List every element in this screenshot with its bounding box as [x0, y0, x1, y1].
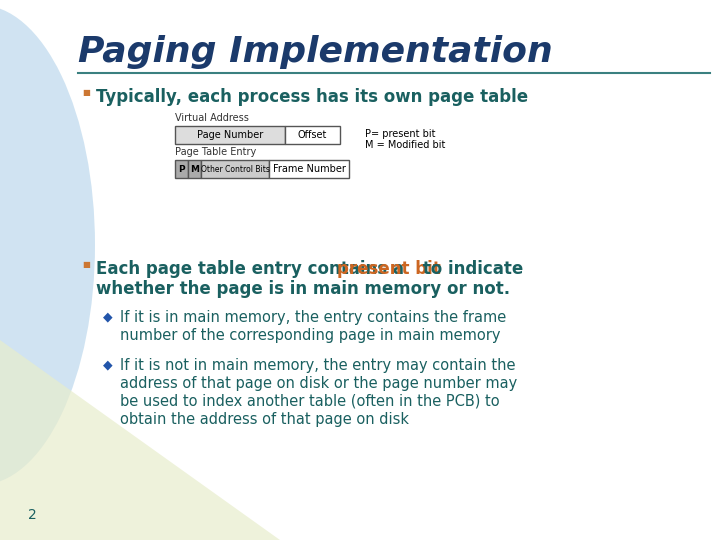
Ellipse shape — [0, 5, 95, 485]
Text: ◆: ◆ — [103, 310, 112, 323]
Text: to indicate: to indicate — [417, 260, 523, 278]
Text: If it is in main memory, the entry contains the frame: If it is in main memory, the entry conta… — [120, 310, 506, 325]
Text: obtain the address of that page on disk: obtain the address of that page on disk — [120, 412, 409, 427]
Text: If it is not in main memory, the entry may contain the: If it is not in main memory, the entry m… — [120, 358, 516, 373]
Text: Each page table entry contains a: Each page table entry contains a — [96, 260, 410, 278]
Text: present bit: present bit — [337, 260, 441, 278]
Text: ◆: ◆ — [103, 358, 112, 371]
Text: Page Table Entry: Page Table Entry — [175, 147, 256, 157]
Text: Page Number: Page Number — [197, 130, 263, 140]
Text: P= present bit: P= present bit — [365, 129, 436, 139]
Text: ■: ■ — [82, 260, 90, 269]
FancyBboxPatch shape — [285, 126, 340, 144]
Text: Virtual Address: Virtual Address — [175, 113, 249, 123]
Text: whether the page is in main memory or not.: whether the page is in main memory or no… — [96, 280, 510, 298]
FancyBboxPatch shape — [269, 160, 349, 178]
FancyBboxPatch shape — [175, 126, 285, 144]
Text: ■: ■ — [82, 88, 90, 97]
Text: Offset: Offset — [298, 130, 327, 140]
Text: be used to index another table (often in the PCB) to: be used to index another table (often in… — [120, 394, 500, 409]
FancyBboxPatch shape — [188, 160, 201, 178]
Text: number of the corresponding page in main memory: number of the corresponding page in main… — [120, 328, 500, 343]
FancyBboxPatch shape — [175, 160, 188, 178]
Text: M: M — [190, 165, 199, 173]
Text: 2: 2 — [28, 508, 37, 522]
Text: Other Control Bits: Other Control Bits — [201, 165, 269, 173]
Text: M = Modified bit: M = Modified bit — [365, 140, 446, 150]
Text: address of that page on disk or the page number may: address of that page on disk or the page… — [120, 376, 517, 391]
FancyBboxPatch shape — [201, 160, 269, 178]
Polygon shape — [0, 340, 280, 540]
Text: Frame Number: Frame Number — [273, 164, 346, 174]
Text: Typically, each process has its own page table: Typically, each process has its own page… — [96, 88, 528, 106]
Text: P: P — [178, 165, 185, 173]
Text: Paging Implementation: Paging Implementation — [78, 35, 553, 69]
